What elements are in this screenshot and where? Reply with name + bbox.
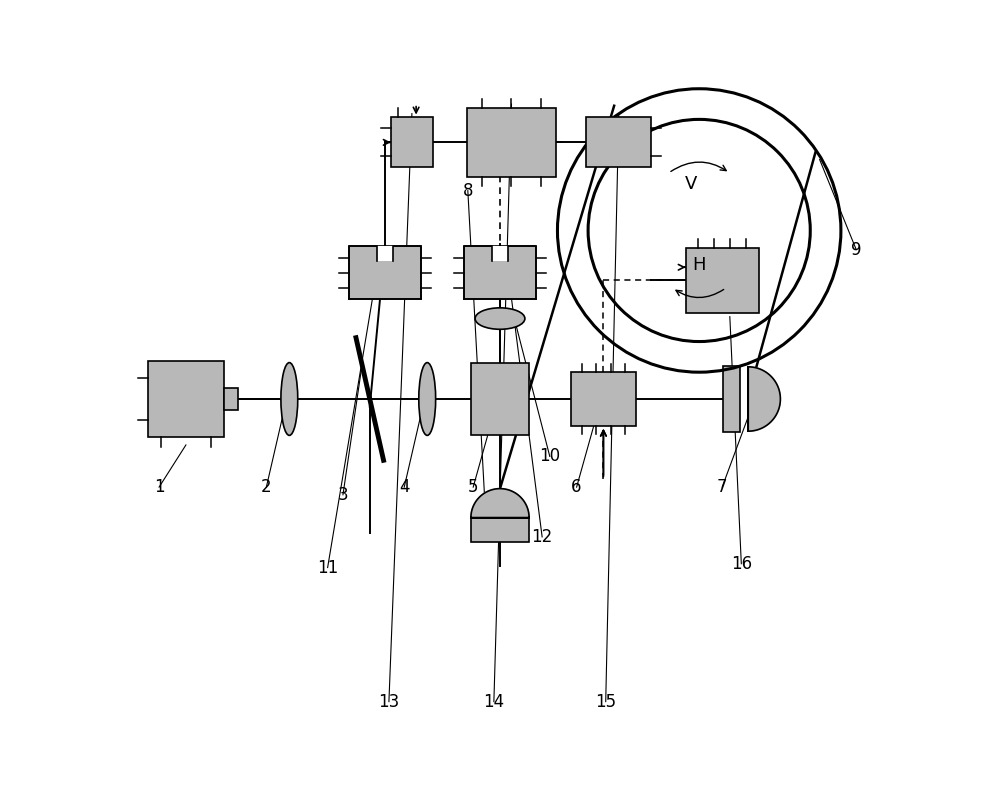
Text: 10: 10 xyxy=(539,448,560,465)
Ellipse shape xyxy=(281,362,298,436)
Bar xyxy=(467,108,556,177)
Text: 16: 16 xyxy=(731,555,752,573)
Bar xyxy=(723,366,740,432)
Text: 6: 6 xyxy=(571,478,582,496)
Bar xyxy=(571,372,636,426)
Text: 9: 9 xyxy=(851,241,861,259)
Text: 4: 4 xyxy=(399,478,409,496)
Text: 8: 8 xyxy=(463,182,473,200)
Text: 13: 13 xyxy=(378,693,400,710)
Text: 7: 7 xyxy=(717,478,727,496)
Text: 1: 1 xyxy=(154,478,164,496)
Bar xyxy=(471,362,529,436)
Bar xyxy=(349,246,421,299)
Text: 3: 3 xyxy=(338,486,348,504)
Polygon shape xyxy=(748,367,780,431)
Text: 2: 2 xyxy=(261,478,272,496)
Text: 11: 11 xyxy=(317,559,338,576)
Bar xyxy=(586,117,651,168)
Ellipse shape xyxy=(419,362,436,436)
Text: H: H xyxy=(692,256,706,274)
Text: 12: 12 xyxy=(532,528,553,546)
Bar xyxy=(224,388,238,410)
Bar xyxy=(148,361,224,437)
Bar xyxy=(464,246,536,299)
Bar xyxy=(391,117,433,168)
Text: 14: 14 xyxy=(483,693,504,710)
Text: 15: 15 xyxy=(595,693,616,710)
Ellipse shape xyxy=(475,308,525,330)
Bar xyxy=(686,247,759,313)
Bar xyxy=(377,246,393,261)
Bar xyxy=(471,518,529,543)
Text: V: V xyxy=(685,176,698,193)
Polygon shape xyxy=(471,488,529,518)
Bar xyxy=(492,246,508,261)
Text: 5: 5 xyxy=(468,478,478,496)
